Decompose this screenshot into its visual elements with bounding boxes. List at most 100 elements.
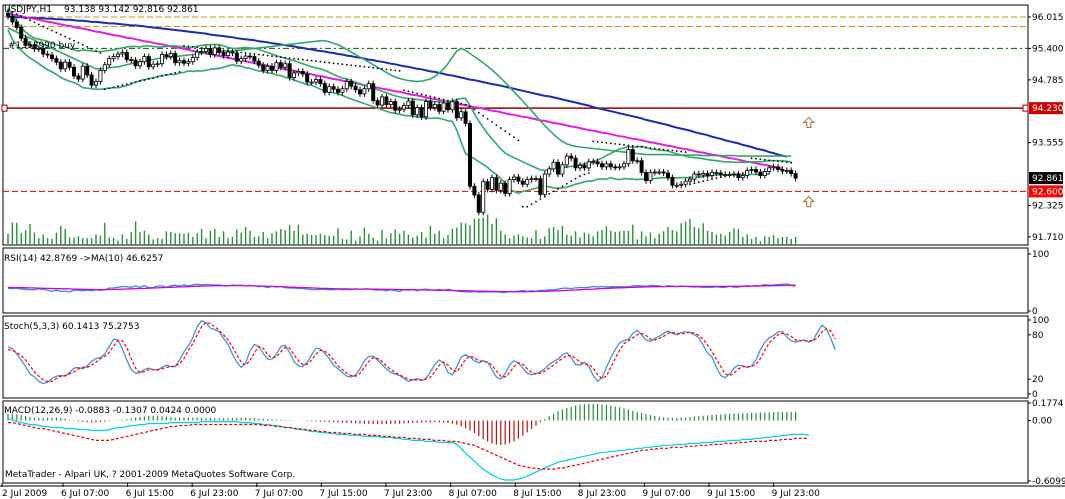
candle-body (177, 60, 182, 64)
sar-dot (539, 198, 542, 200)
sar-dot (345, 63, 348, 66)
candle-body (578, 164, 583, 169)
candle-body (534, 178, 539, 181)
sar-dot (627, 144, 630, 147)
sar-dot (51, 29, 53, 32)
candle-body (142, 56, 147, 63)
sar-dot (385, 68, 388, 71)
time-tick-label: 6 Jul 07:00 (61, 489, 110, 499)
candle-body (313, 79, 318, 83)
price-tick-label: 95.400 (1032, 44, 1064, 54)
sar-dot (46, 27, 49, 30)
candle-body (652, 171, 657, 174)
order-label: #1353990 buy (8, 41, 76, 51)
candle-body (58, 61, 63, 70)
candle-body (723, 174, 728, 176)
price-tag-label: 92.600 (1032, 187, 1064, 197)
price-tag-94.230 (1029, 102, 1063, 115)
candle-body (283, 63, 288, 68)
stoch-tick-label: 0 (1032, 390, 1038, 400)
candle-body (243, 55, 248, 60)
sar-dot (11, 11, 14, 14)
candle-body (512, 176, 517, 181)
price-tick-label: 93.555 (1032, 139, 1064, 149)
level-handle-right (1022, 104, 1029, 112)
candle-body (467, 123, 472, 187)
sar-dot (715, 177, 718, 180)
candle-body (133, 59, 138, 67)
candle-body (622, 163, 627, 168)
candle-body (327, 86, 332, 93)
candle-body (124, 52, 129, 61)
sar-dot (319, 60, 322, 63)
sar-dot (711, 178, 713, 181)
candle-body (190, 57, 195, 63)
sar-dot (143, 79, 146, 81)
candle-body (762, 171, 767, 176)
sar-dot (29, 19, 31, 22)
horizontal-levels[interactable] (1, 16, 1029, 192)
candle-body (120, 52, 125, 55)
candle-body (278, 62, 283, 68)
time-tick-label: 8 Jul 15:00 (513, 489, 562, 499)
sar-dot (257, 53, 260, 56)
candle-body (472, 185, 477, 196)
candle-body (784, 170, 789, 172)
symbol-label: USDJPY,H1 (4, 5, 52, 15)
sar-dot (755, 157, 757, 160)
sar-dot (15, 13, 18, 16)
candle-body (705, 173, 710, 176)
candle-body (379, 96, 384, 106)
sar-dot (693, 182, 696, 185)
candle-body (428, 101, 433, 109)
time-axis: 2 Jul 2009 6 Jul 07:00 6 Jul 15:00 6 Jul 23… (1, 483, 820, 499)
candle-body (80, 65, 85, 80)
sar-dot (90, 48, 93, 50)
sar-dot (631, 145, 634, 147)
time-tick-label: 7 Jul 07:00 (255, 489, 304, 499)
sar-dot (495, 124, 498, 126)
rsi-tick-label: 100 (1032, 250, 1049, 260)
sar-dot (777, 160, 779, 163)
candle-body (701, 173, 706, 176)
candle-body (366, 83, 371, 90)
sar-dot (464, 103, 467, 106)
candle-body (419, 107, 424, 118)
sar-dot (323, 61, 326, 64)
candle-body (582, 164, 587, 169)
sar-dot (266, 54, 269, 57)
candle-body (19, 27, 24, 39)
sar-dot (301, 58, 304, 61)
sar-dot (772, 159, 775, 162)
sar-dot (134, 81, 137, 84)
sar-dot (147, 78, 150, 80)
copyright-label: MetaTrader - Alpari UK, ? 2001-2009 Meta… (5, 470, 295, 480)
candle-body (225, 51, 230, 56)
candle-body (208, 48, 213, 55)
candle-body (410, 100, 415, 116)
sar-dot (59, 33, 62, 36)
sar-dot (117, 85, 119, 88)
candle-body (36, 48, 41, 50)
sar-dot (759, 158, 762, 161)
time-tick-label: 7 Jul 15:00 (319, 489, 368, 499)
candle-body (754, 169, 759, 173)
sar-dot (706, 179, 709, 182)
candle-body (45, 53, 50, 56)
sar-dot (196, 46, 199, 49)
stoch-tick-label: 80 (1032, 331, 1044, 341)
candle-body (67, 61, 72, 68)
macd-title: MACD(12,26,9) -0.0883 -0.1307 0.0424 0.0… (4, 406, 217, 416)
candle-body (375, 100, 380, 106)
sar-dot (416, 92, 419, 95)
candle-body (146, 56, 151, 68)
candle-body (564, 155, 569, 166)
sar-dot (460, 102, 463, 105)
candle-body (732, 173, 737, 176)
candle-body (63, 61, 68, 70)
candle-body (159, 54, 164, 65)
candle-body (476, 194, 481, 213)
candle-body (349, 81, 354, 87)
candle-body (340, 88, 345, 93)
